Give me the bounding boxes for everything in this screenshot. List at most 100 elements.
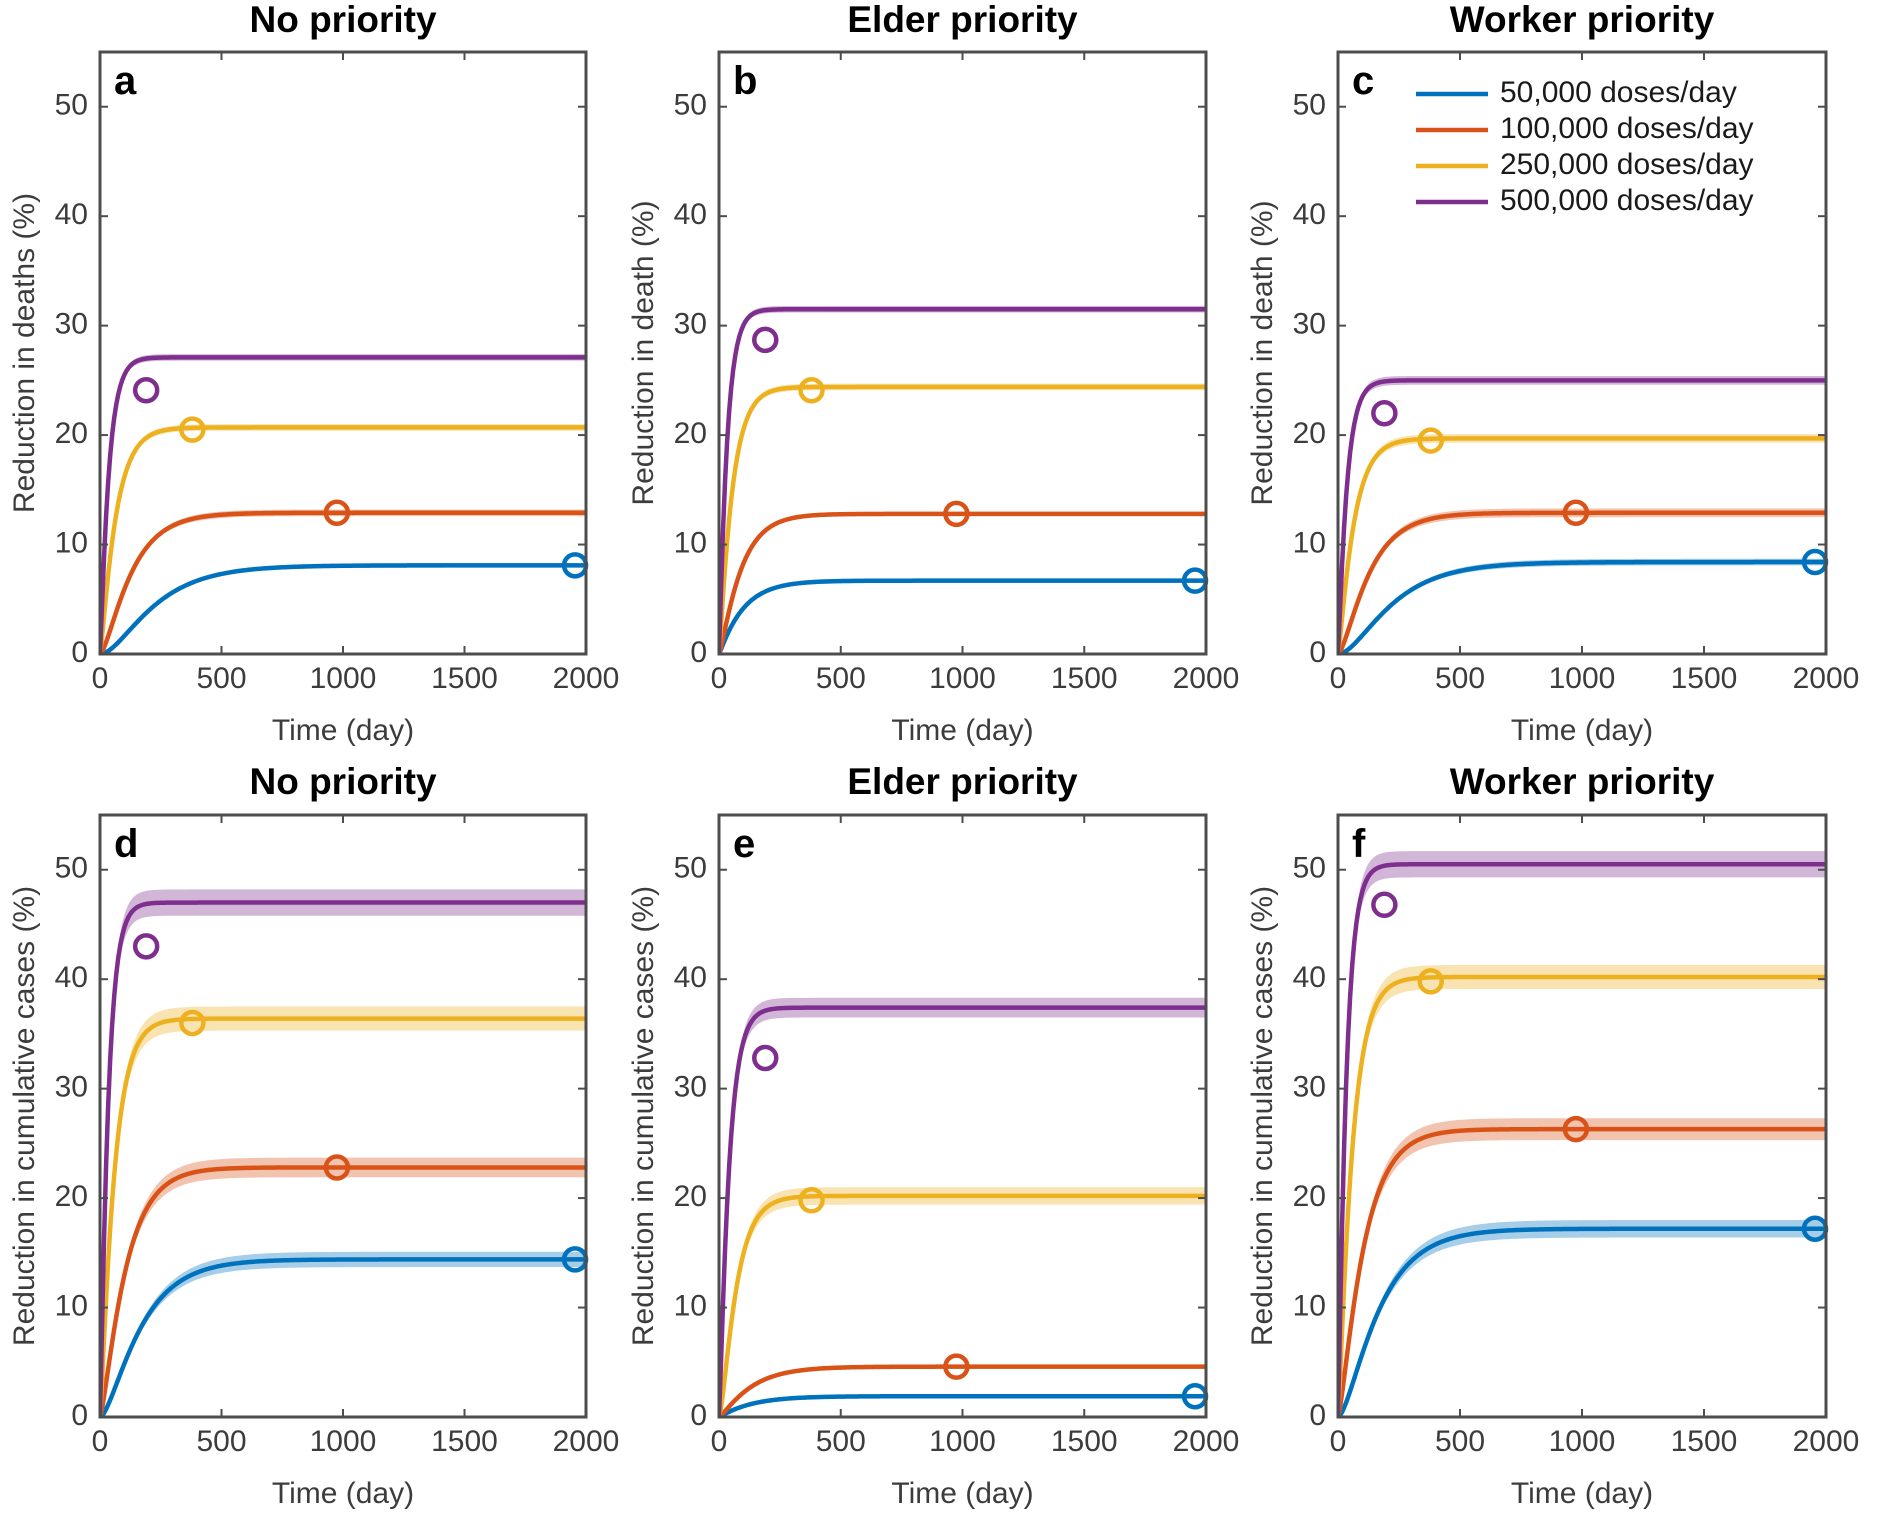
series-band: [100, 1251, 586, 1417]
series-band: [1338, 508, 1826, 654]
series-line: [100, 1016, 586, 1417]
x-axis-label: Time (day): [891, 714, 1033, 747]
series-marker: [798, 376, 825, 404]
x-tick-label: 1000: [1549, 1425, 1616, 1458]
y-tick-label: 10: [55, 526, 88, 559]
y-tick-label: 20: [674, 1180, 707, 1213]
series-line: [100, 1257, 586, 1417]
panel-title: No priority: [249, 0, 436, 40]
panel-a: No priority 0 500 1000 1500 2000 0 10 20 30 40 50 Ti…: [8, 0, 619, 747]
y-tick-label: 10: [1293, 1289, 1326, 1322]
series-marker: [179, 1009, 206, 1037]
x-tick-label: 1500: [431, 1425, 498, 1458]
x-tick-label: 500: [1435, 1425, 1485, 1458]
x-axis-label: Time (day): [1511, 1477, 1653, 1510]
panel-title: No priority: [249, 761, 436, 802]
y-tick-label: 40: [55, 961, 88, 994]
x-axis-label: Time (day): [891, 1477, 1033, 1510]
series-band: [1338, 434, 1826, 654]
x-tick-label: 1000: [310, 662, 377, 695]
y-tick-label: 50: [1293, 852, 1326, 885]
series-line: [719, 306, 1206, 654]
x-tick-label: 1000: [929, 1425, 996, 1458]
series-line: [719, 1005, 1206, 1417]
series-marker: [1562, 499, 1590, 527]
x-tick-label: 1500: [1051, 662, 1118, 695]
y-axis-label: Reduction in cumulative cases (%): [627, 886, 660, 1346]
x-tick-label: 0: [92, 1425, 109, 1458]
axes-frame: [717, 813, 1208, 1419]
y-tick-label: 20: [55, 417, 88, 450]
series-marker: [1417, 427, 1444, 454]
x-tick-label: 1000: [310, 1425, 377, 1458]
y-axis-label: Reduction in cumulative cases (%): [1246, 886, 1279, 1346]
y-axis-label: Reduction in deaths (%): [8, 193, 41, 513]
y-tick-label: 20: [55, 1180, 88, 1213]
x-tick-label: 2000: [1173, 1425, 1240, 1458]
y-tick-label: 40: [1293, 198, 1326, 231]
series-marker: [752, 326, 779, 354]
panel-letter: f: [1352, 822, 1366, 866]
series-marker: [132, 376, 160, 404]
y-tick-label: 20: [1293, 417, 1326, 450]
series-band: [100, 563, 586, 654]
x-tick-label: 1500: [1671, 662, 1738, 695]
panel-title: Elder priority: [847, 0, 1078, 40]
x-tick-label: 500: [1435, 662, 1485, 695]
series-marker: [323, 1154, 351, 1181]
panel-title: Worker priority: [1450, 0, 1715, 40]
plot-area: [1338, 851, 1826, 1417]
y-tick-label: 40: [674, 961, 707, 994]
y-tick-label: 10: [674, 526, 707, 559]
series-line: [1338, 862, 1826, 1417]
x-tick-label: 2000: [1793, 662, 1860, 695]
series-marker: [323, 499, 351, 527]
y-tick-label: 30: [674, 1071, 707, 1104]
y-tick-label: 50: [674, 852, 707, 885]
series-line: [1338, 436, 1826, 654]
series-line: [100, 1165, 586, 1417]
series-line: [100, 563, 586, 654]
series-marker: [798, 1187, 825, 1214]
series-marker: [752, 1044, 779, 1072]
series-line: [719, 1364, 1206, 1417]
panel-letter: a: [114, 59, 137, 103]
series-line: [100, 425, 586, 654]
series-band: [719, 1187, 1206, 1417]
panel-f: Worker priority 0 500 1000 1500 2000 0 10 20 30 40…: [1246, 761, 1859, 1510]
plot-area: [100, 889, 586, 1417]
x-tick-label: 2000: [1173, 662, 1240, 695]
panel-b: Elder priority 0 500 1000 1500 2000 0 10 20 30 40 5…: [627, 0, 1239, 747]
y-axis-label: Reduction in death (%): [1246, 200, 1279, 505]
series-band: [100, 509, 586, 654]
series-line: [719, 1193, 1206, 1417]
panel-title: Elder priority: [847, 761, 1078, 802]
y-tick-label: 20: [1293, 1180, 1326, 1213]
x-tick-label: 2000: [553, 662, 620, 695]
series-line: [1338, 559, 1826, 654]
y-tick-label: 40: [674, 198, 707, 231]
axes-frame: [1336, 813, 1828, 1419]
series-line: [1338, 1126, 1826, 1417]
y-tick-label: 30: [1293, 1071, 1326, 1104]
series-band: [1338, 964, 1826, 1417]
x-tick-label: 0: [711, 1425, 728, 1458]
y-tick-label: 0: [71, 1399, 88, 1432]
series-band: [100, 889, 586, 1417]
y-tick-label: 0: [690, 1399, 707, 1432]
legend-entry: 50,000 doses/day: [1500, 76, 1737, 109]
x-tick-label: 1500: [1051, 1425, 1118, 1458]
series-line: [1338, 378, 1826, 654]
x-tick-label: 0: [92, 662, 109, 695]
y-tick-label: 10: [1293, 526, 1326, 559]
series-band: [100, 424, 586, 654]
y-tick-label: 50: [674, 89, 707, 122]
y-axis-label: Reduction in cumulative cases (%): [8, 886, 41, 1346]
x-tick-label: 1000: [929, 662, 996, 695]
y-tick-label: 50: [1293, 89, 1326, 122]
x-tick-label: 500: [816, 1425, 866, 1458]
y-tick-label: 50: [55, 89, 88, 122]
x-tick-label: 0: [1330, 662, 1347, 695]
